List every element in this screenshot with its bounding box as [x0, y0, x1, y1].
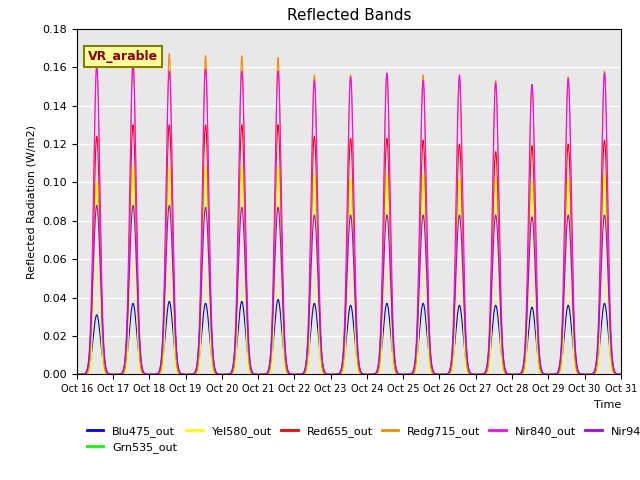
- Text: VR_arable: VR_arable: [88, 50, 158, 63]
- Blu475_out: [607, 352, 614, 358]
- Nir945_out: [305, 314, 313, 320]
- Red655_out: [135, 325, 143, 331]
- Red655_out: [305, 304, 313, 310]
- Blu475_out: [617, 372, 625, 377]
- Blu475_out: [135, 352, 143, 358]
- Nir945_out: [607, 327, 614, 333]
- Red655_out: [168, 166, 175, 171]
- Redg715_out: [607, 330, 614, 336]
- Blu475_out: [167, 307, 175, 313]
- Yel580_out: [548, 372, 556, 377]
- Grn535_out: [168, 209, 175, 215]
- Redg715_out: [548, 372, 556, 377]
- Yel580_out: [129, 164, 137, 170]
- Nir840_out: [73, 372, 81, 377]
- Y-axis label: Reflected Radiation (W/m2): Reflected Radiation (W/m2): [27, 125, 36, 278]
- Blu475_out: [282, 363, 289, 369]
- Red655_out: [548, 372, 556, 377]
- Nir945_out: [168, 227, 175, 233]
- Red655_out: [607, 323, 614, 329]
- Blu475_out: [275, 297, 282, 302]
- Redg715_out: [129, 49, 137, 55]
- Grn535_out: [135, 347, 143, 353]
- Line: Blu475_out: Blu475_out: [77, 300, 621, 374]
- Blu475_out: [73, 372, 81, 377]
- Grn535_out: [73, 372, 81, 377]
- Blu475_out: [548, 372, 556, 377]
- Yel580_out: [168, 221, 175, 227]
- Nir945_out: [135, 329, 143, 335]
- Nir840_out: [168, 121, 175, 127]
- Grn535_out: [548, 372, 556, 377]
- Legend: Blu475_out, Grn535_out, Yel580_out, Red655_out, Redg715_out, Nir840_out, Nir945_: Blu475_out, Grn535_out, Yel580_out, Red6…: [83, 421, 640, 458]
- Title: Reflected Bands: Reflected Bands: [287, 9, 411, 24]
- Red655_out: [73, 372, 81, 377]
- Line: Red655_out: Red655_out: [77, 125, 621, 374]
- Nir945_out: [93, 203, 100, 208]
- Redg715_out: [305, 311, 313, 316]
- X-axis label: Time: Time: [593, 400, 621, 409]
- Redg715_out: [168, 120, 175, 126]
- Nir840_out: [617, 372, 625, 377]
- Nir945_out: [73, 372, 81, 377]
- Red655_out: [617, 372, 625, 377]
- Nir945_out: [617, 372, 625, 377]
- Line: Grn535_out: Grn535_out: [77, 167, 621, 374]
- Yel580_out: [282, 369, 289, 375]
- Nir945_out: [548, 372, 556, 377]
- Nir840_out: [282, 350, 289, 356]
- Redg715_out: [617, 372, 625, 377]
- Yel580_out: [617, 372, 625, 377]
- Red655_out: [282, 354, 289, 360]
- Grn535_out: [617, 372, 625, 377]
- Yel580_out: [73, 372, 81, 377]
- Nir840_out: [93, 64, 100, 70]
- Line: Redg715_out: Redg715_out: [77, 52, 621, 374]
- Nir840_out: [135, 315, 143, 321]
- Redg715_out: [135, 334, 143, 339]
- Grn535_out: [607, 345, 614, 350]
- Line: Nir945_out: Nir945_out: [77, 205, 621, 374]
- Nir840_out: [305, 288, 313, 294]
- Grn535_out: [305, 331, 313, 337]
- Yel580_out: [305, 347, 313, 352]
- Nir945_out: [282, 352, 289, 358]
- Redg715_out: [73, 372, 81, 377]
- Line: Nir840_out: Nir840_out: [77, 67, 621, 374]
- Redg715_out: [282, 360, 289, 366]
- Nir840_out: [607, 309, 614, 315]
- Grn535_out: [282, 364, 289, 370]
- Red655_out: [129, 122, 137, 128]
- Grn535_out: [129, 164, 137, 170]
- Nir840_out: [548, 372, 556, 377]
- Blu475_out: [305, 346, 313, 352]
- Line: Yel580_out: Yel580_out: [77, 167, 621, 374]
- Yel580_out: [135, 359, 143, 365]
- Yel580_out: [607, 357, 614, 362]
